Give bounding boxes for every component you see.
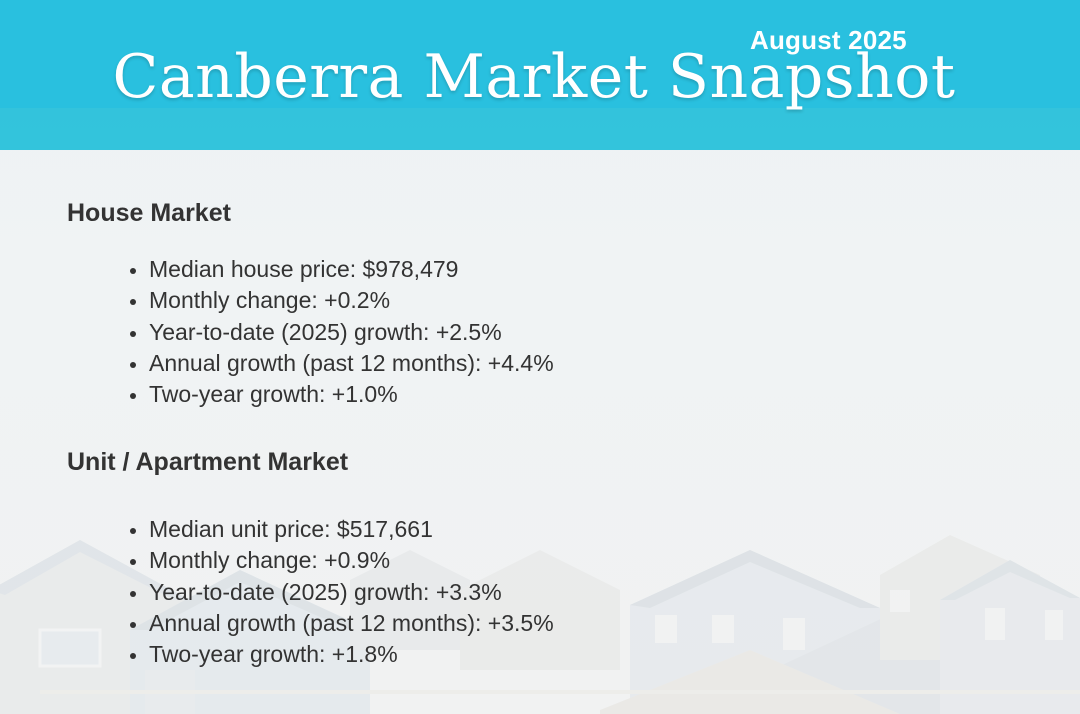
list-item: Two-year growth: +1.0% — [128, 379, 554, 410]
houses-background-image — [0, 535, 1080, 714]
list-item: Median house price: $978,479 — [128, 254, 554, 285]
list-item: Monthly change: +0.9% — [128, 545, 554, 576]
list-item: Median unit price: $517,661 — [128, 514, 554, 545]
list-item: Annual growth (past 12 months): +3.5% — [128, 608, 554, 639]
house-market-list: Median house price: $978,479 Monthly cha… — [128, 254, 554, 410]
unit-market-list: Median unit price: $517,661 Monthly chan… — [128, 514, 554, 670]
list-item: Year-to-date (2025) growth: +3.3% — [128, 577, 554, 608]
report-date: August 2025 — [750, 25, 907, 55]
list-item: Two-year growth: +1.8% — [128, 639, 554, 670]
page-title: Canberra Market Snapshot — [112, 42, 956, 112]
list-item: Monthly change: +0.2% — [128, 285, 554, 316]
header-banner: August 2025 Canberra Market Snapshot — [0, 0, 1080, 150]
house-market-heading: House Market — [67, 199, 231, 227]
unit-market-heading: Unit / Apartment Market — [67, 448, 349, 476]
list-item: Annual growth (past 12 months): +4.4% — [128, 348, 554, 379]
list-item: Year-to-date (2025) growth: +2.5% — [128, 317, 554, 348]
